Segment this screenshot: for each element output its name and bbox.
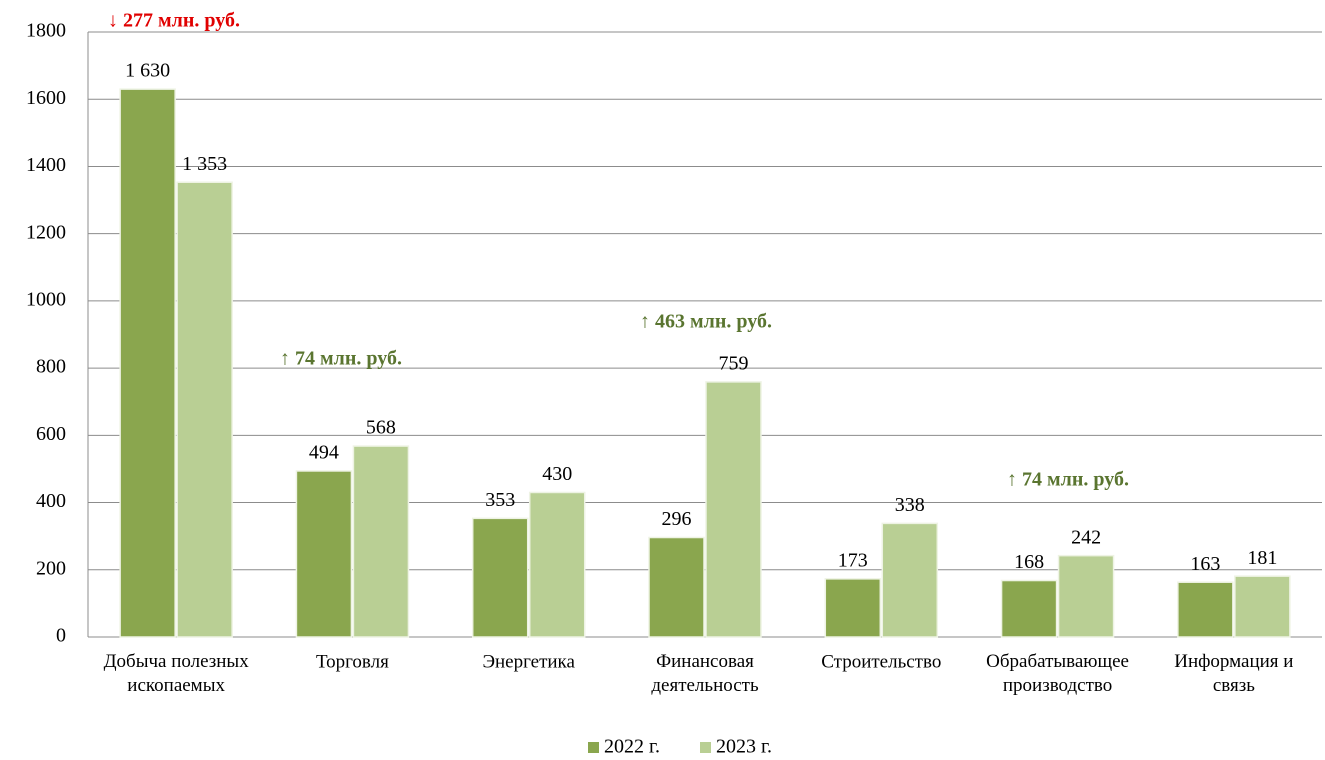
bar: [1000, 579, 1058, 638]
y-tick-label: 1400: [26, 154, 66, 176]
bar: [1234, 575, 1291, 638]
x-tick-label: Энергетика: [482, 651, 575, 672]
data-label: 1 630: [125, 60, 170, 82]
bar: [1057, 554, 1115, 638]
annotation: ↑ 74 млн. руб.: [1007, 469, 1129, 491]
data-label: 430: [542, 463, 572, 485]
data-label: 168: [1014, 551, 1044, 573]
data-label: 173: [838, 549, 868, 571]
bar: [176, 181, 233, 638]
bar: [528, 491, 586, 638]
bar: [471, 517, 529, 638]
data-label: 494: [309, 442, 339, 464]
legend-swatch: [700, 742, 711, 753]
legend-swatch: [588, 742, 599, 753]
x-tick-label: Информация и связь: [1174, 651, 1293, 696]
legend-label: 2023 г.: [716, 736, 772, 758]
data-label: 163: [1190, 553, 1220, 575]
bar: [648, 536, 705, 638]
y-tick-label: 800: [36, 356, 66, 378]
x-tick-label: Строительство: [821, 651, 941, 672]
x-tick-label: Добыча полезных ископаемых: [104, 651, 250, 696]
bar: [881, 522, 939, 638]
legend-label: 2022 г.: [604, 736, 660, 758]
data-label: 181: [1247, 547, 1277, 569]
y-tick-label: 600: [36, 423, 66, 445]
bar: [824, 578, 882, 638]
annotation: ↓ 277 млн. руб.: [108, 10, 240, 32]
data-label: 242: [1071, 526, 1101, 548]
bar: [352, 445, 410, 638]
data-label: 759: [719, 352, 749, 374]
annotation: ↑ 463 млн. руб.: [640, 311, 772, 333]
y-tick-label: 200: [36, 557, 66, 579]
annotation: ↑ 74 млн. руб.: [280, 348, 402, 370]
x-tick-label: Финансовая деятельность: [651, 651, 759, 696]
y-tick-label: 1200: [26, 221, 66, 243]
y-tick-label: 1000: [26, 288, 66, 310]
data-label: 568: [366, 417, 396, 439]
data-label: 338: [895, 494, 925, 516]
y-tick-label: 1800: [26, 20, 66, 42]
data-label: 296: [662, 508, 692, 530]
x-tick-label: Торговля: [316, 651, 389, 672]
bar: [705, 381, 762, 638]
y-tick-label: 0: [56, 625, 66, 647]
bar: [295, 470, 353, 638]
data-label: 1 353: [182, 153, 227, 175]
x-tick-label: Обрабатывающее производство: [986, 651, 1129, 696]
y-tick-label: 400: [36, 490, 66, 512]
bar: [1177, 581, 1234, 638]
y-tick-label: 1600: [26, 87, 66, 109]
bar: [119, 88, 176, 638]
data-label: 353: [485, 489, 515, 511]
